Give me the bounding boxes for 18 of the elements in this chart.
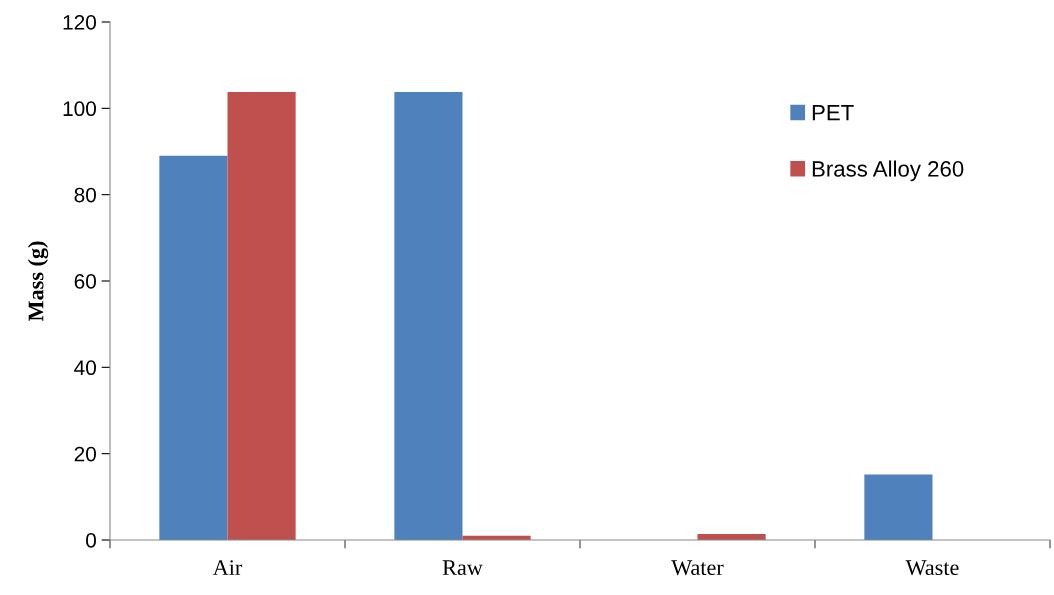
- y-tick-label: 120: [63, 15, 96, 30]
- bar: [159, 155, 228, 540]
- bar: [864, 474, 933, 540]
- x-tick-label: Waste: [905, 560, 959, 576]
- legend-label: PET: [812, 104, 854, 121]
- y-tick-label: 40: [74, 360, 96, 376]
- y-tick-label: 100: [63, 101, 96, 117]
- bar: [394, 91, 463, 540]
- x-tick-label: Air: [212, 560, 243, 575]
- x-tick-label: Raw: [442, 560, 483, 576]
- legend-label: Brass Alloy 260: [812, 160, 964, 182]
- x-tick-label: Water: [671, 560, 724, 576]
- y-tick-label: 80: [74, 187, 96, 203]
- y-tick-label: 60: [74, 274, 96, 289]
- y-axis-title: Mass (g): [27, 241, 49, 322]
- y-tick-label: 0: [86, 533, 96, 548]
- y-tick-label: 20: [74, 446, 96, 462]
- bar: [227, 91, 296, 540]
